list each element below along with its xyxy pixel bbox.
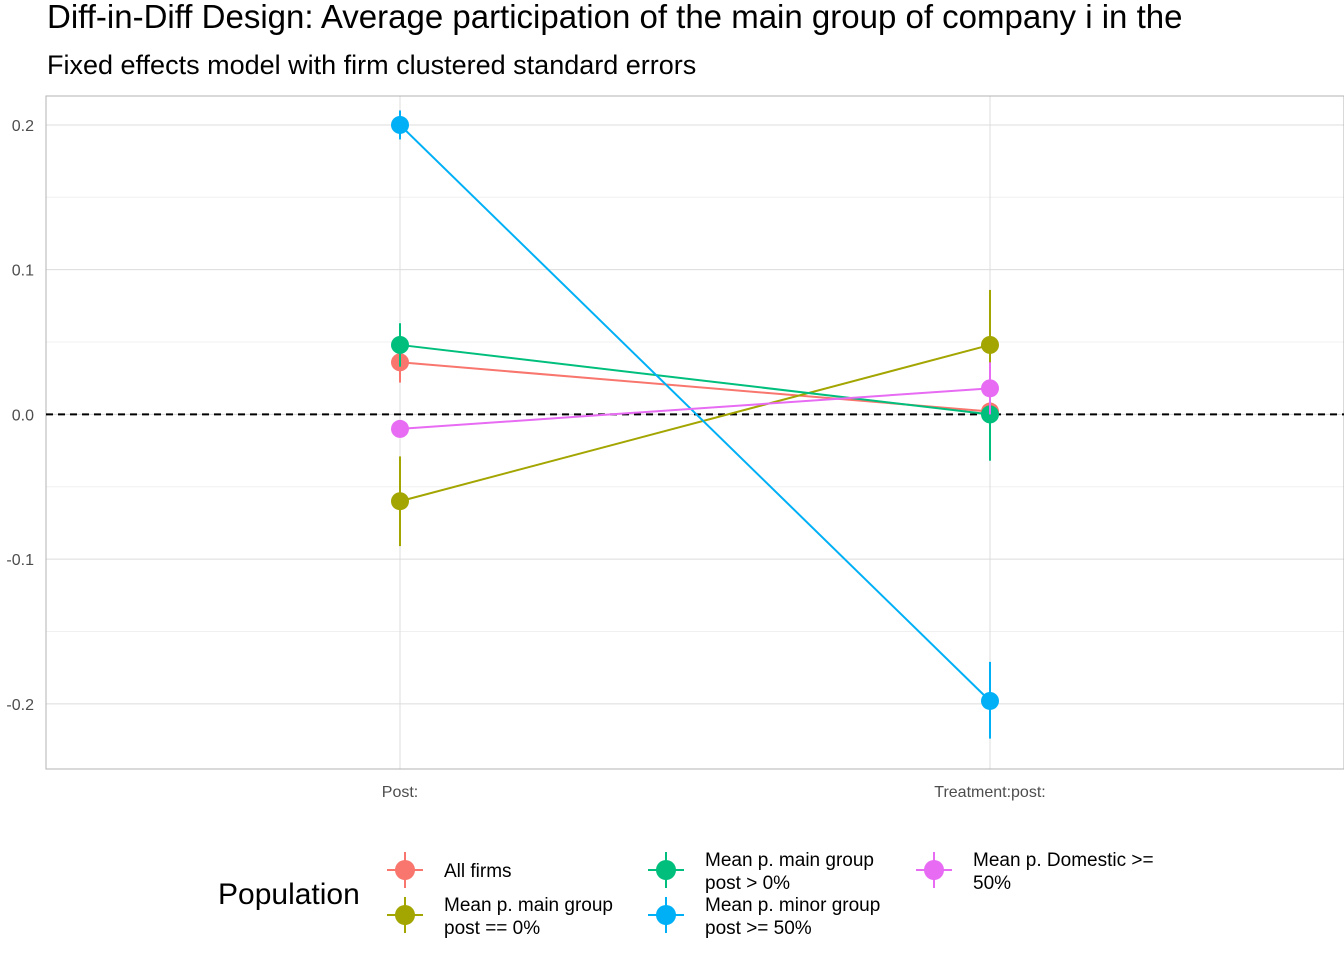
grid-layer <box>45 95 1344 770</box>
y-tick-label: 0.1 <box>12 263 34 280</box>
legend-key-point <box>924 860 944 880</box>
legend-title: Population <box>218 878 360 911</box>
data-point <box>981 379 999 398</box>
legend-item-1: All firms <box>387 852 512 888</box>
data-point <box>981 335 999 354</box>
y-tick-label: -0.1 <box>6 552 34 569</box>
legend-label: post >= 50% <box>705 918 812 939</box>
legend-label: Mean p. main group <box>705 850 874 871</box>
series-line <box>399 343 991 503</box>
series-4 <box>391 110 999 739</box>
series-line <box>399 124 991 702</box>
legend-label: Mean p. main group <box>444 895 613 916</box>
legend-label: 50% <box>973 873 1011 894</box>
legend-label: All firms <box>444 861 512 882</box>
legend-key-point <box>395 905 415 925</box>
legend-key-point <box>395 860 415 880</box>
series-5 <box>391 362 999 438</box>
axis-layer: -0.2 -0.1 0.0 0.1 0.2 Post: Treatment:post: <box>6 118 1344 801</box>
chart-subtitle: Fixed effects model with firm clustered … <box>47 50 696 80</box>
x-tick-label: Treatment:post: <box>934 784 1045 801</box>
panel-border <box>45 95 1344 770</box>
data-point <box>981 691 999 710</box>
legend-label: post == 0% <box>444 918 540 939</box>
data-point <box>391 115 409 134</box>
series-3 <box>391 323 999 461</box>
plot-panel: -0.2 -0.1 0.0 0.1 0.2 Post: Treatment:post: <box>6 95 1344 801</box>
y-tick-label: -0.2 <box>6 697 34 714</box>
y-tick-label: 0.0 <box>12 407 34 424</box>
chart-title: Diff-in-Diff Design: Average participati… <box>47 0 1182 35</box>
legend-label: Mean p. Domestic >= <box>973 850 1154 871</box>
legend-label: post > 0% <box>705 873 790 894</box>
series-line <box>399 387 991 430</box>
x-tick-label: Post: <box>382 784 418 801</box>
series-2 <box>391 289 999 547</box>
series-line <box>399 343 991 416</box>
legend-item-5: Mean p. Domestic >=50% <box>916 850 1154 894</box>
legend-key-point <box>656 860 676 880</box>
data-point <box>391 335 409 354</box>
legend-key-point <box>656 905 676 925</box>
series-layer <box>391 110 999 739</box>
legend-label: Mean p. minor group <box>705 895 880 916</box>
data-point <box>391 419 409 438</box>
y-tick-label: 0.2 <box>12 118 34 135</box>
data-point <box>391 492 409 511</box>
